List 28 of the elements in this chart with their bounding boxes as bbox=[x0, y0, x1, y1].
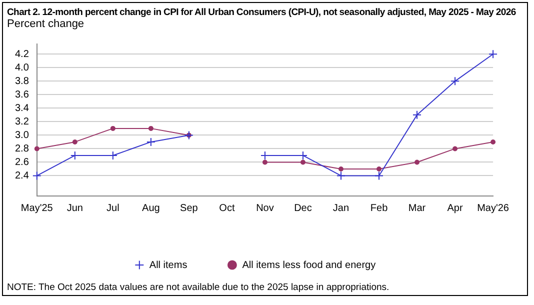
y-tick-label: 3.8 bbox=[14, 76, 30, 87]
y-tick-label: 2.8 bbox=[14, 143, 30, 154]
x-tick-label: Dec bbox=[294, 202, 312, 214]
legend-label: All items less food and energy bbox=[242, 260, 376, 271]
x-tick-label: Feb bbox=[370, 202, 388, 214]
y-axis-title: Percent change bbox=[7, 18, 86, 30]
x-tick-label: Mar bbox=[408, 202, 426, 214]
x-tick-label: Oct bbox=[219, 202, 235, 214]
y-tick-label: 3.2 bbox=[14, 116, 30, 128]
x-tick-label: Jan bbox=[332, 202, 350, 214]
y-tick-label: 4.2 bbox=[14, 48, 30, 60]
x-tick-label: Nov bbox=[256, 202, 274, 214]
legend-label: All items bbox=[149, 260, 188, 271]
text: NOTE: The Oct 2025 data values are not available due to the 2025 lapse in appropriations. bbox=[7, 282, 390, 293]
y-tick-label: 2.6 bbox=[14, 156, 30, 168]
y-tick-label: 4.0 bbox=[14, 62, 30, 74]
x-tick-label: May'25 bbox=[20, 202, 54, 214]
x-tick-label: Aug bbox=[142, 202, 160, 214]
y-tick-label: 3.0 bbox=[14, 130, 30, 141]
x-tick-label: Apr bbox=[447, 202, 464, 214]
x-tick-label: Jun bbox=[66, 202, 83, 214]
y-tick-label: 3.4 bbox=[14, 102, 30, 114]
y-tick-label: 3.6 bbox=[14, 89, 30, 100]
y-tick-label: 2.4 bbox=[14, 170, 30, 182]
x-tick-label: May'26 bbox=[477, 202, 510, 214]
x-tick-label: Sep bbox=[180, 202, 198, 214]
x-tick-label: Jul bbox=[106, 202, 120, 214]
chart-title: Chart 2. 12-month percent change in CPI for All Urban Consumers (CPI-U), not seasonally adjusted, May 2025 - May 2026 bbox=[7, 7, 517, 18]
